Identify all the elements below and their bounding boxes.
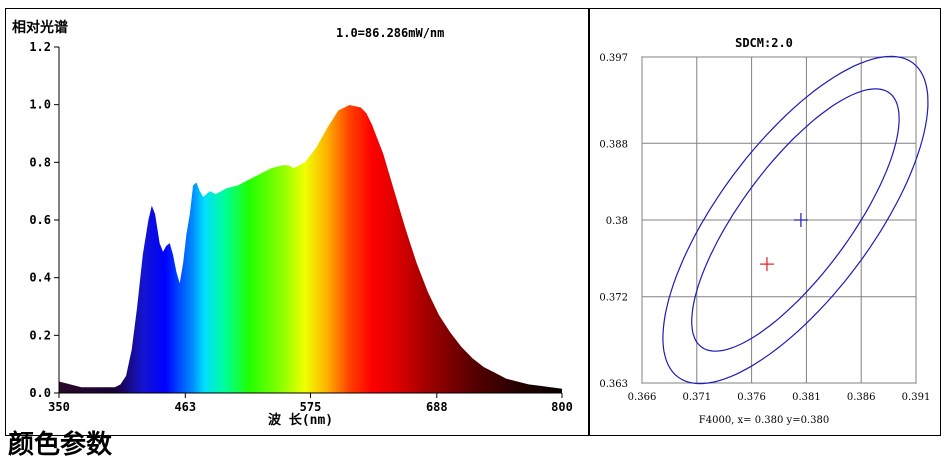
chromaticity-caption: F4000, x= 0.380 y=0.380 xyxy=(699,415,829,426)
x-tick-label: 0.386 xyxy=(847,392,876,403)
x-tick-label: 0.391 xyxy=(902,392,931,403)
target-point-marker xyxy=(793,213,808,227)
measured-point-marker xyxy=(759,257,774,272)
x-tick-label: 0.366 xyxy=(628,392,657,403)
spectrum-panel: 相对光谱 1.0=86.286mW/nm 波 长(nm) 0.0 0.2 0.4 0.… xyxy=(5,8,589,436)
y-tick-label: 1.0 xyxy=(29,98,51,112)
chart-annotation: 1.0=86.286mW/nm xyxy=(336,26,444,40)
inner-ellipse xyxy=(691,88,900,352)
y-tick-label: 1.2 xyxy=(29,40,51,54)
y-tick-label: 0.388 xyxy=(599,139,628,150)
y-tick-label: 0.397 xyxy=(599,53,628,64)
x-tick-label: 0.376 xyxy=(737,392,766,403)
x-tick-label: 463 xyxy=(174,400,196,414)
y-tick-label: 0.8 xyxy=(29,155,51,169)
x-tick-label: 350 xyxy=(48,400,70,414)
y-tick-label: 0.363 xyxy=(599,379,628,390)
x-tick-label: 688 xyxy=(426,400,448,414)
chart-title: 相对光谱 xyxy=(12,19,68,36)
y-tick-label: 0.4 xyxy=(29,271,51,285)
x-tick-label: 0.381 xyxy=(792,392,821,403)
x-axis-label: 波 长(nm) xyxy=(268,412,333,428)
spectrum-area xyxy=(59,105,562,393)
x-tick-label: 800 xyxy=(551,400,573,414)
x-tick-label: 575 xyxy=(300,400,322,414)
chromaticity-panel: SDCM:2.0 0.366 0.371 0.376 0.381 0.386 0.391 0… xyxy=(589,8,941,436)
outer-ellipse xyxy=(662,55,929,385)
y-tick-label: 0.2 xyxy=(29,328,51,342)
section-heading: 颜色参数 xyxy=(8,430,113,460)
sdcm-title: SDCM:2.0 xyxy=(735,36,793,50)
y-tick-label: 0.38 xyxy=(606,216,628,227)
x-tick-label: 0.371 xyxy=(682,392,711,403)
y-tick-label: 0.6 xyxy=(29,213,51,227)
y-tick-label: 0.372 xyxy=(599,293,628,304)
chromaticity-chart: SDCM:2.0 0.366 0.371 0.376 0.381 0.386 0.391 0… xyxy=(599,36,931,426)
spectrum-chart: 相对光谱 1.0=86.286mW/nm 波 长(nm) 0.0 0.2 0.4 0.… xyxy=(12,19,573,428)
y-tick-label: 0.0 xyxy=(29,386,51,400)
